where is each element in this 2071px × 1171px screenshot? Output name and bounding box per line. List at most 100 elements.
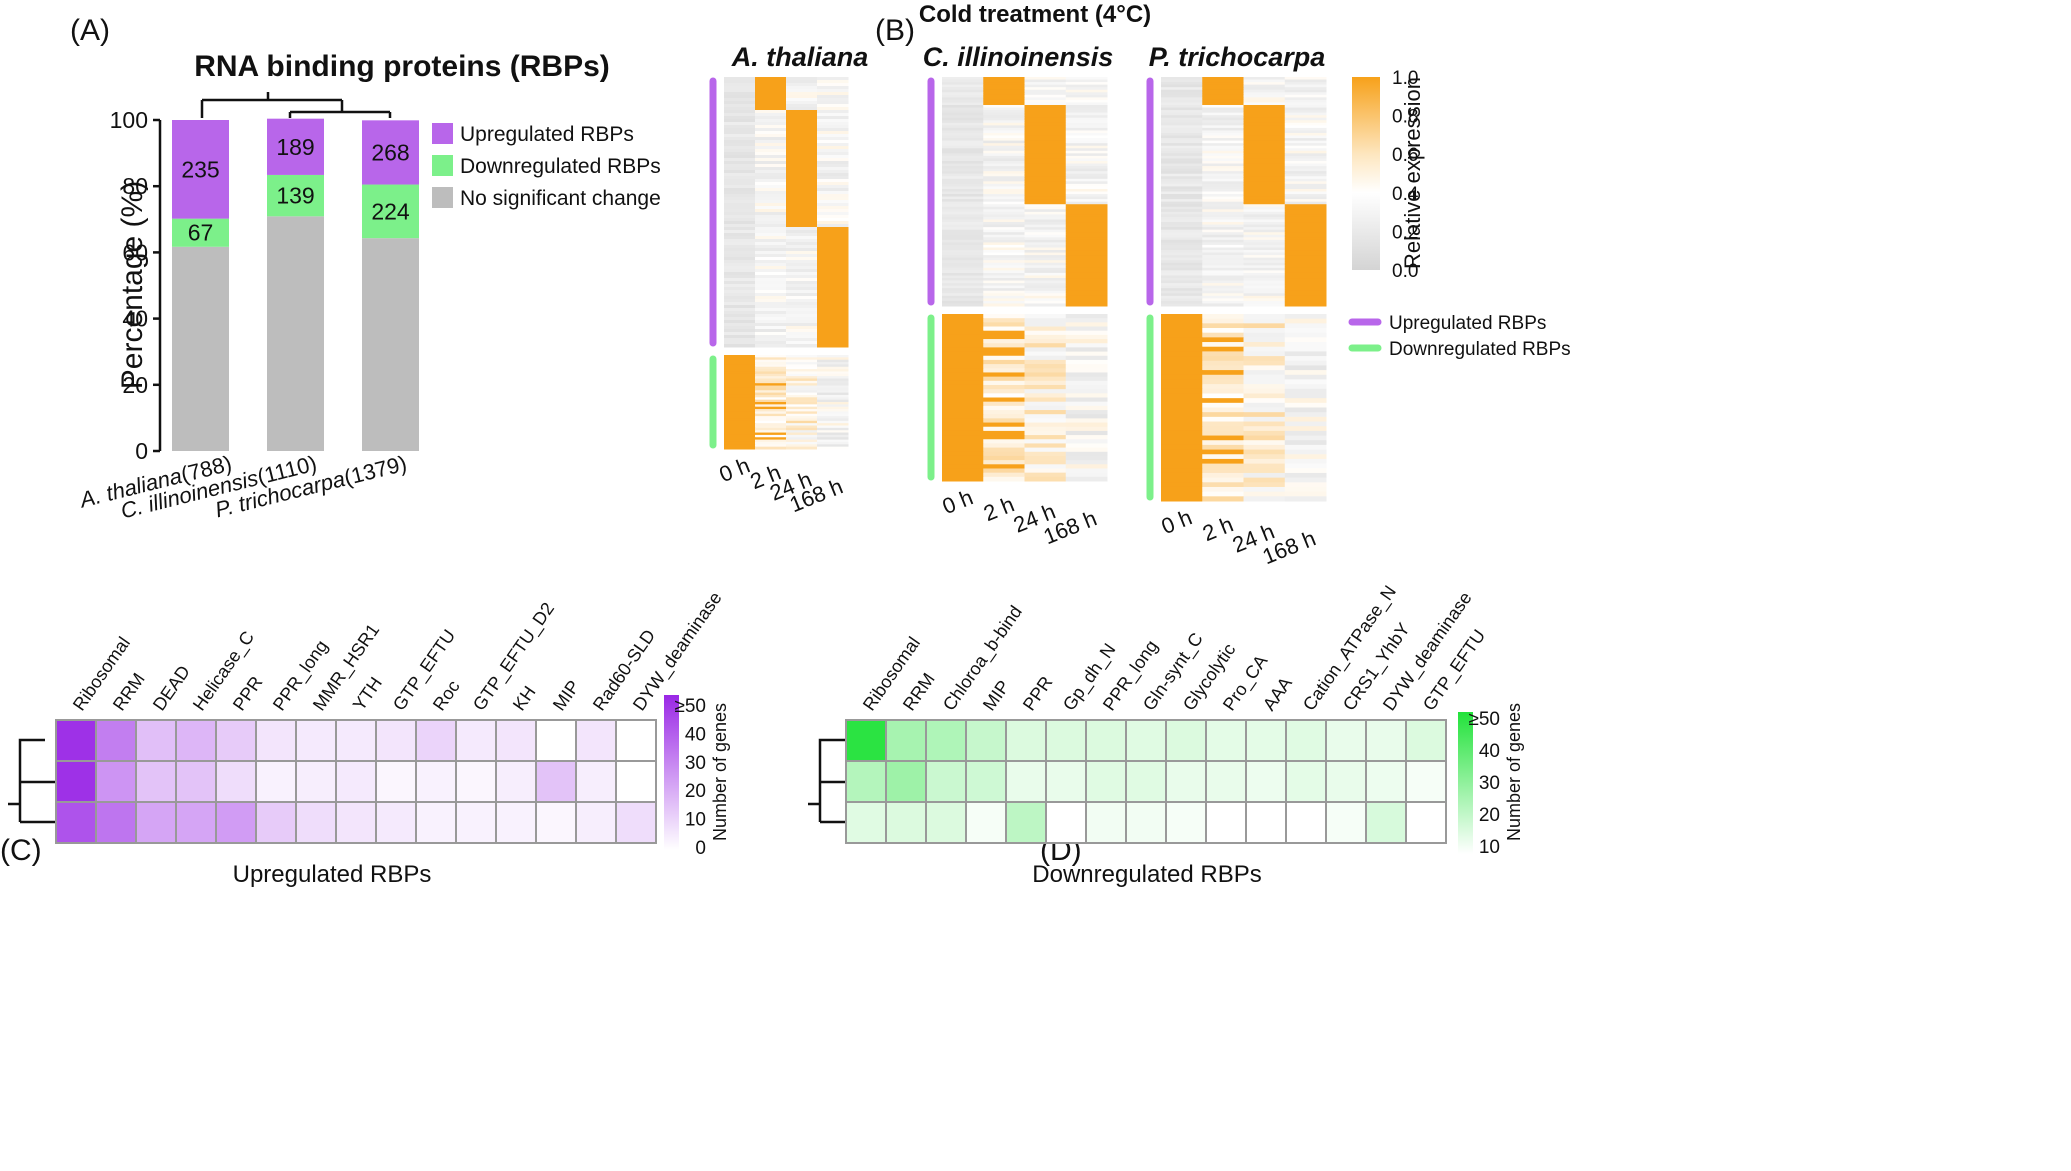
cell-up-1-54-2 xyxy=(1024,214,1067,218)
cell-down-1-32-3 xyxy=(1065,447,1108,453)
cell-up-0-52-3 xyxy=(817,233,849,237)
cell-down-0-29-1 xyxy=(755,423,787,426)
colorbar-tick-4: 0.2 xyxy=(1392,222,1418,243)
cell-up-2-54-3 xyxy=(1284,214,1327,218)
cell-down-0-20-3 xyxy=(817,402,849,405)
cell-up-0-34-3 xyxy=(817,179,849,183)
cell-up-0-51-3 xyxy=(817,230,849,234)
cell-down-0-38-0 xyxy=(724,444,756,448)
cell-down-2-29-0 xyxy=(1161,449,1203,455)
cell-up-0-10-3 xyxy=(817,107,849,111)
cell-down-1-14-2 xyxy=(1024,372,1067,378)
cell-down-0-29-0 xyxy=(724,423,756,426)
cell-up-2-3-3 xyxy=(1284,84,1327,88)
cell-up-2-7-0 xyxy=(1161,94,1203,98)
cell-up-2-52-1 xyxy=(1202,209,1244,213)
cell-down-1-25-3 xyxy=(1065,418,1108,424)
chart-a-dendrogram xyxy=(200,92,392,118)
cell-down-1-4-2 xyxy=(1024,330,1067,336)
cell-down-0-27-2 xyxy=(786,418,818,422)
cell-up-0-61-2 xyxy=(786,260,818,264)
cell-up-0-25-3 xyxy=(817,152,849,156)
cell-down-0-31-1 xyxy=(755,427,787,431)
cell-down-1-14-3 xyxy=(1065,372,1108,378)
cell-up-1-64-3 xyxy=(1065,239,1108,243)
cell-up-2-72-0 xyxy=(1161,260,1203,264)
cell-up-1-21-1 xyxy=(983,130,1025,134)
cell-up-1-64-0 xyxy=(942,239,984,243)
cell-down-1-21-3 xyxy=(1065,401,1108,407)
cell-up-2-43-1 xyxy=(1202,186,1244,190)
cell-up-1-66-2 xyxy=(1024,244,1067,248)
cell-up-2-27-3 xyxy=(1284,145,1327,149)
cell-down-2-24-2 xyxy=(1243,426,1286,432)
cell-up-2-53-0 xyxy=(1161,211,1203,215)
cell-up-0-87-3 xyxy=(817,338,849,342)
cell-down-2-34-0 xyxy=(1161,472,1203,479)
cell-up-1-55-2 xyxy=(1024,216,1067,220)
cell-down-1-7-2 xyxy=(1024,343,1067,348)
cell-down-0-36-0 xyxy=(724,439,756,443)
cell-down-2-36-1 xyxy=(1202,482,1244,488)
cell-down-2-34-3 xyxy=(1284,472,1327,479)
up-cell-0-7 xyxy=(335,719,377,762)
cell-down-1-1-0 xyxy=(942,318,984,323)
cell-up-2-80-2 xyxy=(1243,280,1286,284)
cell-up-2-48-2 xyxy=(1243,199,1286,203)
cell-down-0-7-1 xyxy=(755,371,787,375)
cell-up-0-47-1 xyxy=(755,218,787,222)
cell-down-0-14-2 xyxy=(786,387,818,391)
cell-up-0-50-0 xyxy=(724,227,756,231)
cell-up-2-5-0 xyxy=(1161,89,1203,93)
cell-up-2-14-2 xyxy=(1243,112,1286,116)
cell-up-0-72-3 xyxy=(817,293,849,297)
cell-down-0-10-1 xyxy=(755,378,787,382)
cell-up-2-65-2 xyxy=(1243,242,1286,246)
cell-down-0-11-1 xyxy=(755,380,787,384)
cell-down-1-18-1 xyxy=(983,389,1025,394)
down-cell-0-5 xyxy=(1045,719,1087,762)
up-cell-1-13 xyxy=(575,760,617,803)
cell-up-0-63-1 xyxy=(755,266,787,270)
cell-up-2-84-1 xyxy=(1202,290,1244,294)
cell-up-0-26-0 xyxy=(724,155,756,159)
cell-down-0-2-1 xyxy=(755,359,787,363)
cell-up-2-12-1 xyxy=(1202,107,1244,111)
cell-up-2-3-1 xyxy=(1202,84,1244,88)
cell-up-0-65-0 xyxy=(724,272,756,276)
cell-up-2-80-1 xyxy=(1202,280,1244,284)
cell-down-2-21-3 xyxy=(1284,412,1327,418)
cell-up-2-69-0 xyxy=(1161,252,1203,256)
cell-up-0-81-0 xyxy=(724,320,756,324)
cell-up-1-40-2 xyxy=(1024,178,1067,182)
cell-up-2-18-3 xyxy=(1284,122,1327,126)
cell-up-0-14-0 xyxy=(724,119,756,123)
cell-down-2-12-0 xyxy=(1161,370,1203,376)
cell-up-1-59-2 xyxy=(1024,227,1067,231)
cell-down-1-10-0 xyxy=(942,355,984,361)
cell-up-2-10-1 xyxy=(1202,102,1244,106)
cell-up-2-8-2 xyxy=(1243,97,1286,101)
cell-up-0-38-2 xyxy=(786,191,818,195)
cell-up-1-41-1 xyxy=(983,181,1025,185)
cell-up-0-69-0 xyxy=(724,284,756,288)
cell-down-1-25-2 xyxy=(1024,418,1067,424)
cell-up-0-82-1 xyxy=(755,323,787,327)
cell-down-1-23-0 xyxy=(942,410,984,415)
cell-up-1-13-1 xyxy=(983,110,1025,114)
cell-down-0-30-2 xyxy=(786,425,818,429)
cell-up-1-43-0 xyxy=(942,186,984,190)
down-cell-1-3 xyxy=(965,760,1007,803)
cell-up-0-11-1 xyxy=(755,110,787,114)
cell-up-0-5-1 xyxy=(755,92,787,96)
cell-up-0-52-2 xyxy=(786,233,818,237)
up-cell-1-11 xyxy=(495,760,537,803)
down-cell-0-13 xyxy=(1365,719,1407,762)
cell-down-0-7-3 xyxy=(817,371,849,375)
cell-up-0-23-3 xyxy=(817,146,849,150)
down-cell-1-8 xyxy=(1165,760,1207,803)
cell-up-0-46-0 xyxy=(724,215,756,219)
cell-up-0-5-3 xyxy=(817,92,849,96)
